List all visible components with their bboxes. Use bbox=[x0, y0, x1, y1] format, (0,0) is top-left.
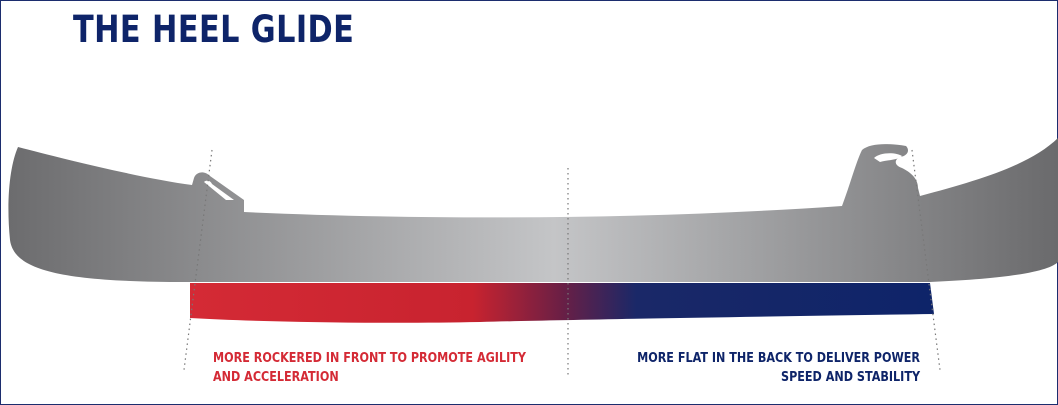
back-caption-line-1: MORE FLAT IN THE BACK TO DELIVER POWER bbox=[637, 351, 920, 366]
front-caption: MORE ROCKERED IN FRONT TO PROMOTE AGILIT… bbox=[213, 349, 526, 387]
blade-steel bbox=[8, 138, 1058, 282]
front-caption-line-1: MORE ROCKERED IN FRONT TO PROMOTE AGILIT… bbox=[213, 351, 526, 366]
rear-guide-line bbox=[911, 149, 941, 371]
front-caption-line-2: AND ACCELERATION bbox=[213, 370, 339, 385]
front-tab-notch bbox=[204, 180, 234, 200]
blade-runner bbox=[190, 283, 934, 323]
front-guide-line bbox=[183, 149, 213, 371]
page-title: THE HEEL GLIDE bbox=[73, 8, 355, 51]
back-caption-line-2: SPEED AND STABILITY bbox=[780, 370, 920, 385]
back-caption: MORE FLAT IN THE BACK TO DELIVER POWER S… bbox=[637, 349, 920, 387]
rear-tab-notch bbox=[874, 153, 902, 162]
